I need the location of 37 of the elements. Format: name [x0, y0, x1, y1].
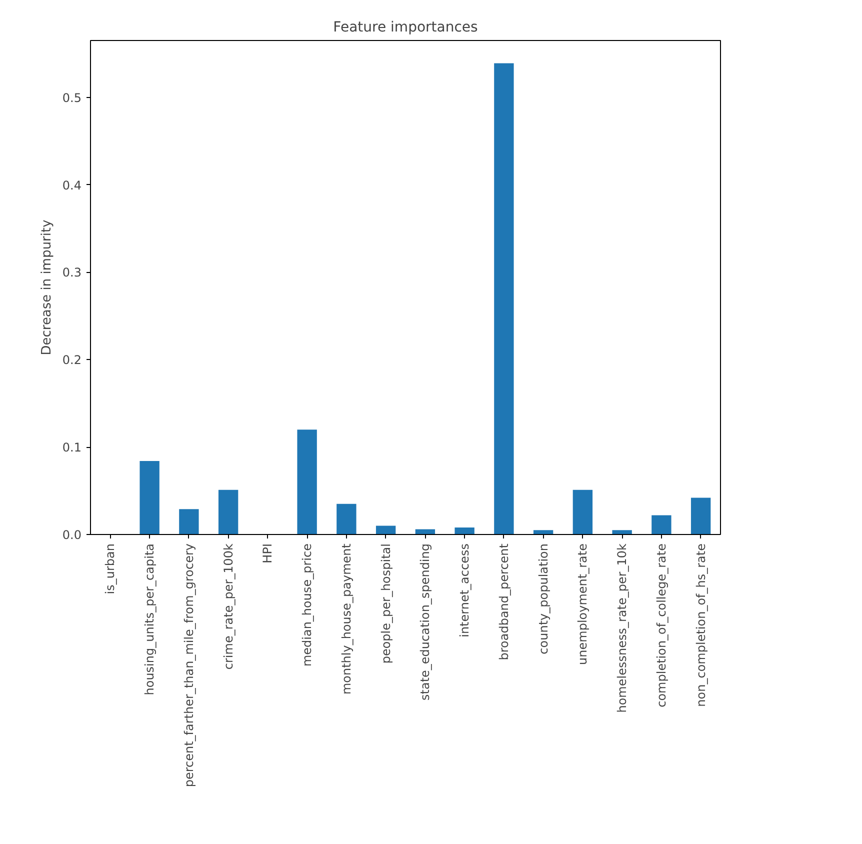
y-tick-label: 0.3 — [62, 266, 82, 280]
x-tick-label: broadband_percent — [496, 543, 511, 660]
bar — [612, 530, 632, 534]
x-tick-label: completion_of_college_rate — [654, 543, 668, 708]
y-tick-label: 0.0 — [62, 528, 82, 542]
x-tick-label: monthly_house_payment — [339, 543, 354, 695]
x-tick-label: unemployment_rate — [576, 544, 590, 665]
bar — [533, 530, 554, 534]
chart-title: Feature importances — [333, 20, 478, 36]
x-tick-label: people_per_hospital — [378, 543, 393, 664]
bar — [690, 498, 711, 534]
x-tick-label: county_population — [536, 544, 550, 654]
y-tick-label: 0.2 — [62, 353, 82, 368]
x-tick-label: percent_farther_than_mile_from_grocery — [182, 543, 196, 788]
x-tick-label: is_urban — [103, 544, 118, 594]
y-tick-label: 0.4 — [62, 178, 82, 192]
x-tick-label: housing_units_per_capita — [142, 543, 157, 696]
x-tick-label: homelessness_rate_per_10k — [615, 543, 630, 713]
bar — [140, 461, 160, 534]
bar — [652, 515, 672, 534]
y-tick-label: 0.1 — [62, 440, 82, 455]
x-tick-label: HPI — [260, 543, 275, 564]
bar — [218, 490, 238, 534]
bar — [179, 509, 199, 534]
y-axis-title: Decrease in impurity — [39, 219, 54, 356]
bar — [336, 504, 356, 534]
bar — [454, 528, 474, 534]
x-tick-label: internet_access — [458, 543, 472, 638]
bar — [572, 490, 593, 534]
bar — [297, 430, 317, 534]
x-tick-label: non_completion_of_hs_rate — [694, 543, 708, 707]
x-tick-label: state_education_spending — [418, 543, 432, 700]
x-tick-label: median_house_price — [300, 543, 314, 667]
bar — [376, 526, 396, 534]
bar — [494, 63, 514, 534]
y-tick-label: 0.5 — [62, 90, 82, 105]
x-tick-label: crime_rate_per_100k — [221, 543, 236, 670]
